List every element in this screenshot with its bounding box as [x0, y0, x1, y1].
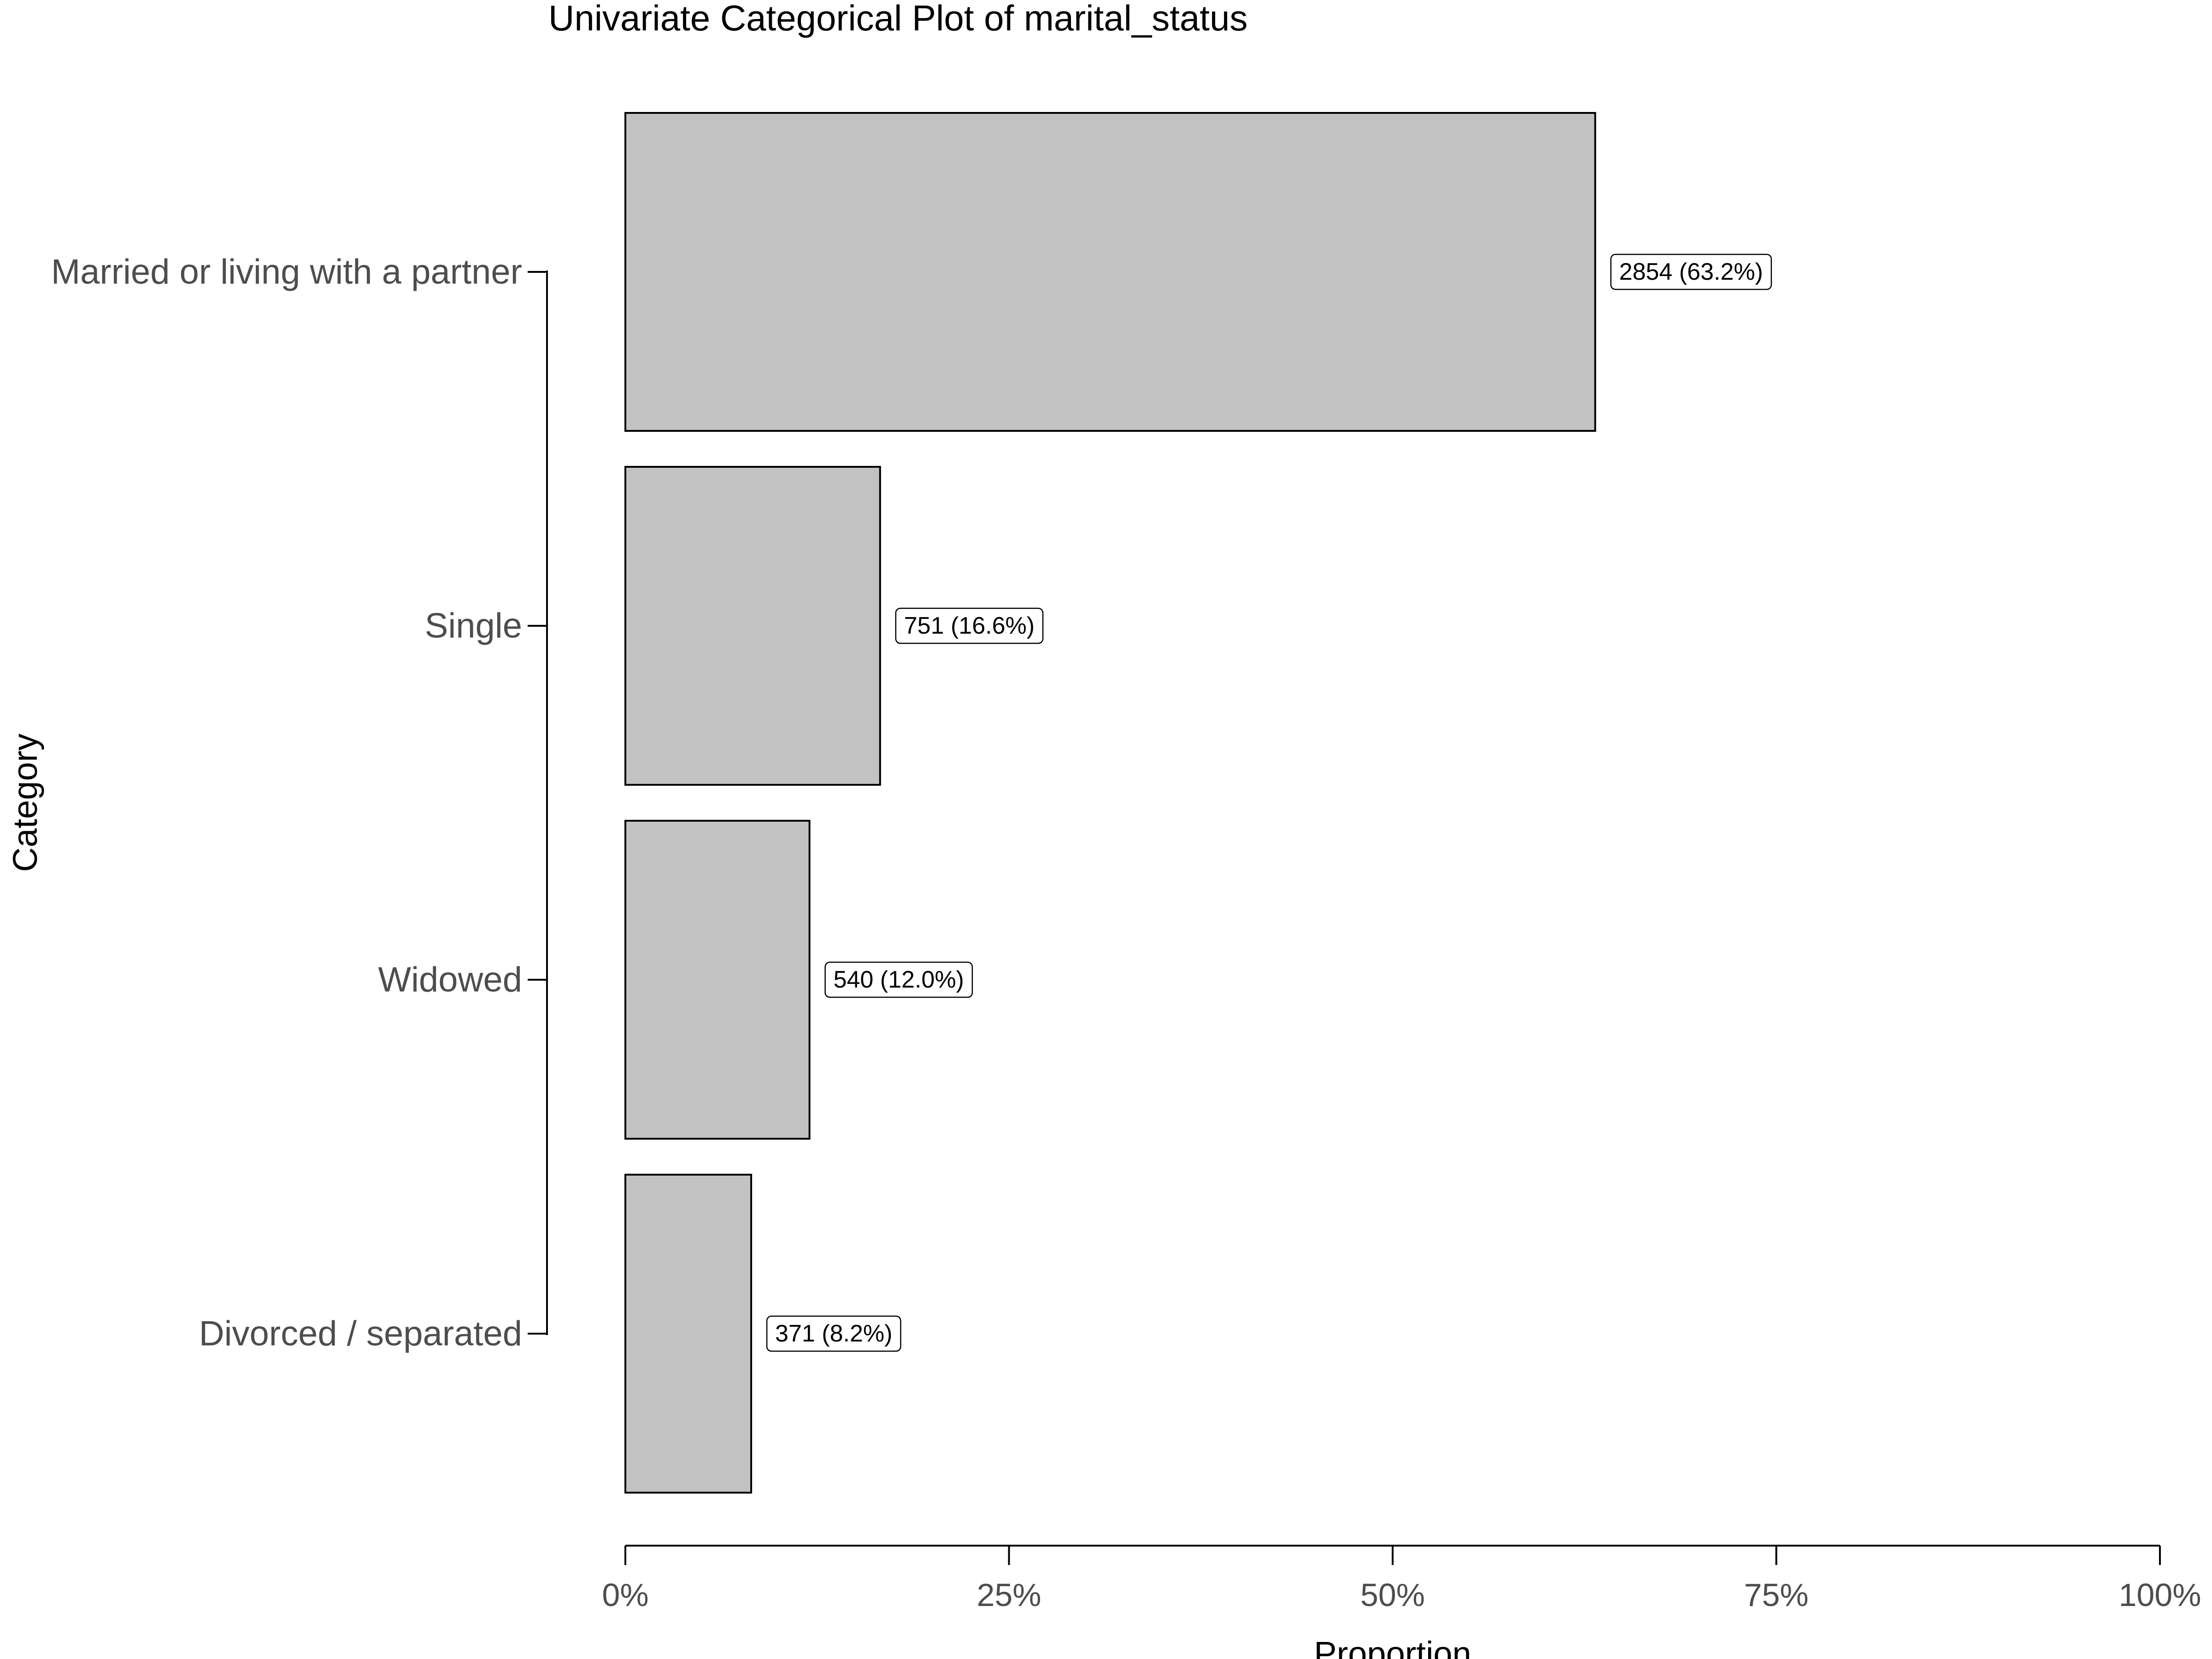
x-tick-label: 75%: [1744, 1577, 1808, 1613]
y-axis-title: Category: [6, 734, 44, 872]
data-label-text: 751 (16.6%): [904, 612, 1035, 639]
data-label-box: [824, 961, 973, 998]
x-axis: 0% 25% 50% 75% 100%: [602, 1545, 2201, 1613]
data-label: 540 (12.0%): [824, 961, 973, 998]
data-label-box: [766, 1315, 901, 1352]
data-labels: 2854 (63.2%) 751 (16.6%) 540 (12.0%) 371 (8…: [766, 253, 1772, 1352]
bars: [624, 112, 1596, 1494]
bar: [624, 112, 1596, 432]
data-label-box: [895, 607, 1044, 644]
bar: [624, 1174, 753, 1494]
data-label: 751 (16.6%): [895, 607, 1044, 644]
bar: [624, 820, 811, 1140]
y-tick-label: Widowed: [378, 960, 522, 1000]
data-label-text: 540 (12.0%): [834, 966, 964, 993]
x-tick-label: 50%: [1360, 1577, 1425, 1613]
x-tick-label: 0%: [602, 1577, 648, 1613]
y-tick-label: Married or living with a partner: [51, 253, 522, 292]
data-label: 2854 (63.2%): [1610, 253, 1772, 290]
x-tick-label: 100%: [2118, 1577, 2201, 1613]
x-axis-title: Proportion: [1314, 1635, 1471, 1659]
y-axis-ticks: Married or living with a partner Single Wi…: [51, 253, 547, 1353]
bar: [624, 466, 881, 786]
y-tick-label: Divorced / separated: [199, 1314, 522, 1353]
x-axis-ticks: 0% 25% 50% 75% 100%: [602, 1546, 2201, 1613]
x-tick-label: 25%: [977, 1577, 1041, 1613]
chart-title: Univariate Categorical Plot of marital_s…: [548, 0, 1247, 38]
data-label-box: [1610, 253, 1772, 290]
data-label: 371 (8.2%): [766, 1315, 901, 1352]
data-label-text: 371 (8.2%): [775, 1320, 892, 1347]
y-tick-label: Single: [425, 606, 522, 646]
y-axis: Married or living with a partner Single Wi…: [51, 253, 548, 1353]
data-label-text: 2854 (63.2%): [1619, 259, 1763, 285]
